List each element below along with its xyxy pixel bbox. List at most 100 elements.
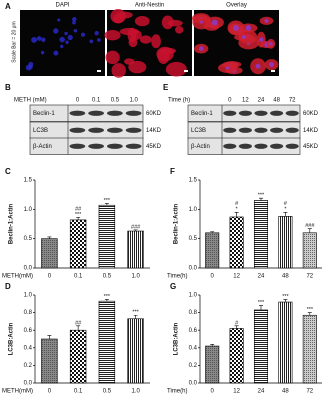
nucleus xyxy=(60,44,64,49)
nucleus xyxy=(72,20,76,25)
panel-letter: A xyxy=(5,2,11,11)
image-title: Anti-Nestin xyxy=(135,3,164,9)
x-tick-label: 48 xyxy=(282,274,289,280)
nucleus xyxy=(64,31,68,36)
x-axis-label: Time(h) xyxy=(167,389,187,395)
significance: ## xyxy=(75,320,82,326)
cell xyxy=(156,46,174,62)
bar xyxy=(253,200,269,269)
band xyxy=(285,110,299,116)
bar xyxy=(69,219,87,269)
scale-bar xyxy=(97,70,101,72)
nucleus xyxy=(72,17,77,22)
y-tick-label: 0.4 xyxy=(24,345,33,351)
bar xyxy=(41,338,58,384)
x-tick-label: 0 xyxy=(211,389,215,395)
image-title: Overlay xyxy=(226,3,247,9)
y-tick-label: 0.0 xyxy=(24,381,33,387)
protein-label: LC3B xyxy=(191,128,206,134)
panel-letter: C xyxy=(5,167,11,176)
x-tick-label: 48 xyxy=(282,389,289,395)
cell xyxy=(167,19,183,27)
x-tick-label: 0 xyxy=(48,389,52,395)
y-tick-label: 0.8 xyxy=(189,310,198,316)
y-tick-label: 0.2 xyxy=(24,363,33,369)
y-tick-label: 0.8 xyxy=(24,310,33,316)
nucleus xyxy=(198,46,204,51)
nucleus xyxy=(53,28,59,34)
error-bar xyxy=(76,217,81,220)
significance: ### xyxy=(131,224,141,230)
x-tick-label: 1.0 xyxy=(131,389,140,395)
bar xyxy=(98,300,116,384)
cell xyxy=(165,61,187,77)
significance: *** xyxy=(307,307,314,313)
bar xyxy=(278,216,293,269)
y-tick-label: 0.0 xyxy=(24,266,33,272)
nucleus xyxy=(67,34,73,41)
blot-row xyxy=(29,104,144,122)
cell xyxy=(128,60,147,74)
size-label: 60KD xyxy=(146,111,162,117)
condition-label: METH (mM) xyxy=(14,98,47,104)
scale-bar xyxy=(271,70,275,72)
x-tick-label: 0.5 xyxy=(103,274,112,280)
band xyxy=(107,110,123,116)
bar xyxy=(41,238,58,269)
error-bar xyxy=(47,236,52,239)
bar xyxy=(253,309,269,384)
bar xyxy=(205,345,220,384)
y-axis-label: LC3B:Actin xyxy=(9,322,15,355)
x-tick-label: 1.0 xyxy=(131,274,140,280)
protein-label: β-Actin xyxy=(33,144,52,150)
band xyxy=(238,110,252,116)
cell xyxy=(111,63,126,78)
nucleus xyxy=(258,37,264,42)
significance: ## xyxy=(75,206,82,212)
x-axis-label: METH(mM) xyxy=(2,389,33,395)
x-tick-label: 72 xyxy=(306,389,313,395)
band xyxy=(107,127,123,133)
significance: *** xyxy=(75,212,82,218)
band xyxy=(223,143,237,149)
y-tick-label: 1.5 xyxy=(24,178,33,184)
error-bar xyxy=(133,229,138,232)
bar xyxy=(127,230,144,269)
nucleus xyxy=(59,36,65,43)
lane-label: 12 xyxy=(242,98,249,104)
size-label: 14KD xyxy=(303,128,319,134)
error-bar xyxy=(210,231,215,233)
band xyxy=(69,143,86,149)
blot-row xyxy=(29,137,144,155)
protein-label: Beclin-1 xyxy=(191,111,213,117)
protein-label: β-Actin xyxy=(191,144,210,150)
band xyxy=(125,143,142,149)
significance: ### xyxy=(305,223,315,229)
nucleus xyxy=(36,36,42,41)
lane-label: 48 xyxy=(273,98,280,104)
lane-label: 72 xyxy=(289,98,296,104)
scale-bar-label: Scale Bar = 20 μm xyxy=(11,21,17,62)
x-axis-label: METH(mM) xyxy=(2,274,33,280)
cell xyxy=(112,14,124,24)
panel-letter: E xyxy=(163,83,169,92)
x-axis-label: Time(h) xyxy=(167,274,187,280)
y-tick-label: 0.6 xyxy=(189,328,198,334)
nucleus xyxy=(245,25,252,31)
size-label: 60KD xyxy=(303,111,319,117)
y-tick-label: 0.5 xyxy=(189,236,198,242)
error-bar xyxy=(283,211,288,217)
error-bar xyxy=(133,314,138,319)
band xyxy=(88,127,104,133)
significance: *** xyxy=(282,294,289,300)
nucleus xyxy=(255,63,261,69)
band xyxy=(69,127,86,133)
panel-letter: F xyxy=(170,167,175,176)
band xyxy=(254,143,268,149)
nucleus xyxy=(94,31,99,36)
nucleus xyxy=(97,38,101,42)
significance: # xyxy=(235,320,239,326)
x-tick-label: 0.5 xyxy=(103,389,112,395)
nucleus xyxy=(41,37,46,43)
